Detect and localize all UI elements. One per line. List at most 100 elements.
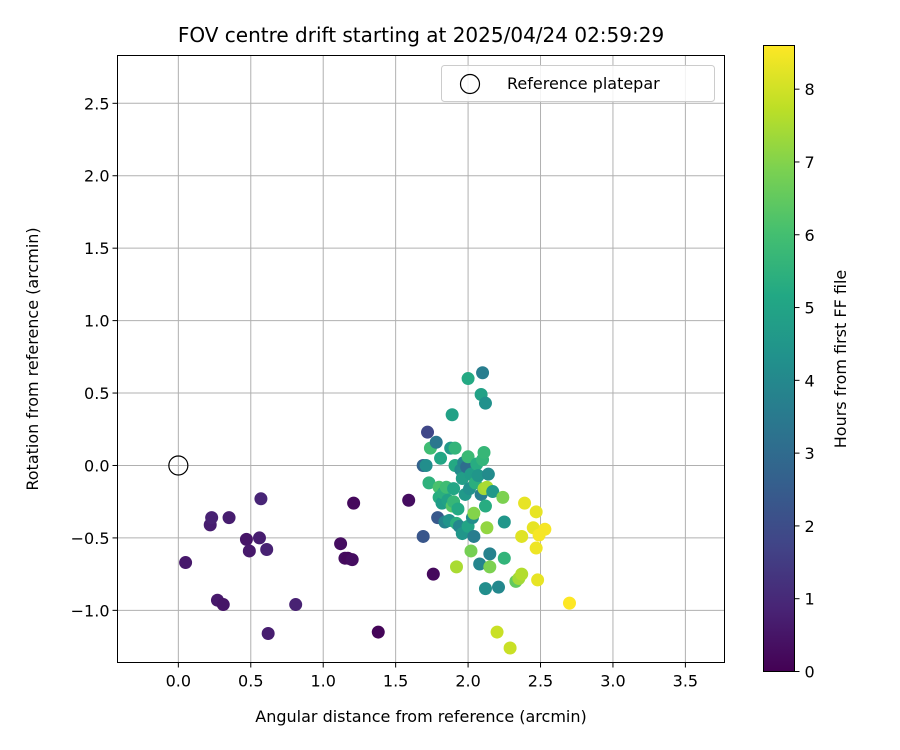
plot-frame: [117, 55, 725, 663]
data-point: [334, 537, 348, 551]
data-point: [473, 557, 487, 571]
x-tick-label: 3.0: [600, 672, 625, 691]
data-point: [538, 522, 552, 536]
data-point: [402, 493, 416, 507]
data-point: [449, 560, 463, 574]
data-point: [478, 499, 492, 513]
data-point: [531, 573, 545, 587]
y-tick-label: 2.5: [84, 94, 109, 113]
data-point: [478, 582, 492, 596]
data-point: [242, 544, 256, 558]
data-point: [345, 553, 359, 567]
data-point: [448, 441, 462, 455]
data-point: [461, 450, 475, 464]
data-point: [179, 556, 193, 570]
data-point: [481, 467, 495, 481]
data-point: [529, 505, 543, 519]
legend-label: Reference platepar: [507, 74, 660, 93]
colorbar-ticks: 0 1 2 3 4 5 6 7 8: [794, 80, 815, 682]
colorbar-gradient: [763, 45, 795, 672]
data-points: [179, 366, 576, 655]
x-tick-label: 1.5: [383, 672, 408, 691]
data-point: [496, 490, 510, 504]
data-point: [477, 445, 491, 459]
y-tick-label: 1.0: [84, 312, 109, 331]
data-point: [490, 625, 504, 639]
data-point: [486, 485, 500, 499]
data-point: [471, 469, 485, 483]
data-point: [434, 451, 448, 465]
grid-lines: [117, 55, 725, 663]
data-point: [503, 641, 517, 655]
data-point: [254, 492, 268, 506]
data-point: [476, 366, 490, 380]
data-point: [492, 580, 506, 594]
data-point: [464, 544, 478, 558]
data-point: [529, 541, 543, 555]
data-point: [252, 531, 266, 545]
y-tick-label: 0.5: [84, 384, 109, 403]
data-point: [426, 567, 440, 581]
data-point: [260, 543, 274, 557]
data-point: [447, 482, 461, 496]
data-point: [497, 551, 511, 565]
data-point: [289, 598, 303, 612]
data-point: [222, 511, 236, 525]
data-point: [261, 627, 275, 641]
data-point: [347, 496, 361, 510]
colorbar: 0 1 2 3 4 5 6 7 8 Hours from first FF file: [763, 45, 850, 682]
data-point: [205, 511, 219, 525]
x-tick-label: 3.5: [673, 672, 698, 691]
data-point: [422, 476, 436, 490]
colorbar-tick-label: 0: [805, 663, 815, 682]
data-point: [419, 458, 433, 472]
data-point: [216, 598, 230, 612]
data-point: [467, 506, 481, 520]
legend-box: [441, 65, 715, 102]
data-point: [478, 396, 492, 410]
y-tick-label: 2.0: [84, 167, 109, 186]
data-point: [515, 529, 529, 543]
y-tick-label: −0.5: [71, 529, 110, 548]
data-point: [483, 560, 497, 574]
data-point: [518, 496, 532, 510]
colorbar-tick-label: 8: [805, 80, 815, 99]
legend: Reference platepar: [441, 65, 715, 102]
colorbar-label: Hours from first FF file: [831, 270, 850, 449]
y-axis-label: Rotation from reference (arcmin): [23, 227, 42, 490]
y-axis-ticks: −1.0 −0.5 0.0 0.5 1.0 1.5 2.0 2.5: [71, 94, 118, 620]
x-tick-label: 1.0: [310, 672, 335, 691]
colorbar-tick-label: 6: [805, 226, 815, 245]
x-tick-label: 0.5: [238, 672, 263, 691]
data-point: [239, 532, 253, 546]
data-point: [480, 521, 494, 535]
colorbar-tick-label: 2: [805, 517, 815, 536]
legend-marker: [459, 73, 481, 95]
reference-marker: [168, 455, 189, 476]
data-point: [467, 529, 481, 543]
colorbar-tick-label: 4: [805, 371, 815, 390]
data-point: [451, 502, 465, 516]
x-axis-label: Angular distance from reference (arcmin): [255, 707, 586, 726]
data-point: [515, 567, 529, 581]
colorbar-tick-label: 3: [805, 444, 815, 463]
data-point: [483, 547, 497, 561]
x-tick-label: 2.5: [528, 672, 553, 691]
chart-title: FOV centre drift starting at 2025/04/24 …: [178, 23, 664, 47]
y-tick-label: 1.5: [84, 239, 109, 258]
data-point: [429, 435, 443, 449]
colorbar-tick-label: 7: [805, 153, 815, 172]
data-point: [497, 515, 511, 529]
x-axis-ticks: 0.0 0.5 1.0 1.5 2.0 2.5 3.0 3.5: [166, 662, 698, 691]
data-point: [445, 408, 459, 422]
y-tick-label: −1.0: [71, 601, 110, 620]
colorbar-tick-label: 5: [805, 299, 815, 318]
data-point: [371, 625, 385, 639]
y-tick-label: 0.0: [84, 456, 109, 475]
x-tick-label: 2.0: [455, 672, 480, 691]
x-tick-label: 0.0: [166, 672, 191, 691]
reference-point: [168, 455, 189, 476]
data-point: [421, 425, 435, 439]
data-point: [461, 372, 475, 386]
